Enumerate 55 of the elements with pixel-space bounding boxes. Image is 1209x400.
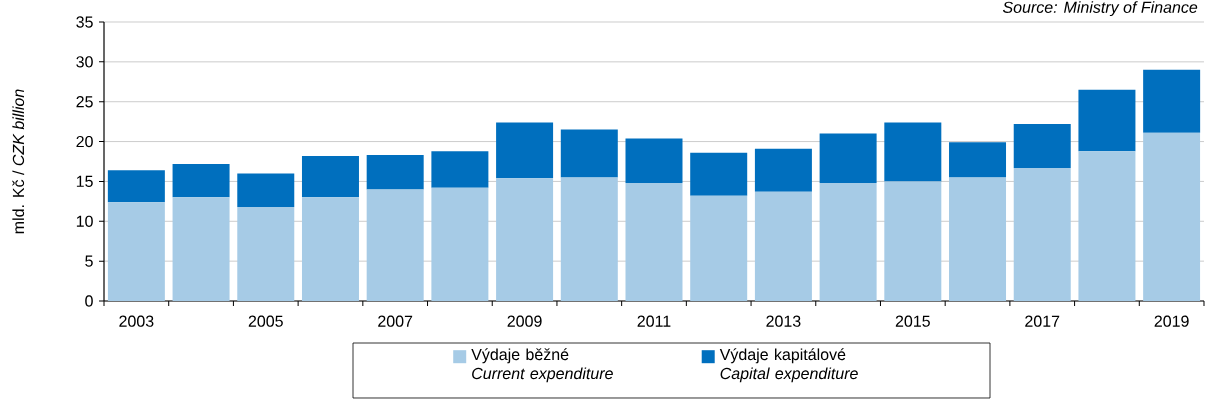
bar	[560, 129, 618, 178]
bar	[690, 152, 748, 196]
y-tick-label: 30	[76, 56, 93, 68]
x-tick-label: 2017	[1025, 315, 1060, 327]
bar	[819, 183, 877, 301]
y-tick-label: 0	[85, 295, 93, 307]
bar	[107, 202, 165, 301]
bar	[107, 170, 165, 203]
x-tick-label: 2015	[895, 315, 930, 327]
y-axis-title: mld. Kč / CZK billion	[12, 89, 25, 234]
bar	[172, 197, 230, 301]
bar	[1013, 167, 1071, 301]
bar	[754, 191, 812, 301]
x-tick-label: 2009	[507, 315, 542, 327]
x-tick-label: 2007	[378, 315, 413, 327]
x-tick-label: 2005	[248, 315, 283, 327]
bar	[1078, 151, 1136, 301]
bar	[625, 138, 683, 184]
bar	[496, 122, 554, 179]
bar	[625, 183, 683, 301]
bar	[431, 187, 489, 301]
source-note: Source: Ministry of Finance	[1002, 1, 1198, 17]
x-tick-label: 2013	[766, 315, 801, 327]
bar	[172, 163, 230, 198]
bar	[1078, 89, 1136, 152]
bar	[560, 177, 618, 301]
bar	[237, 173, 295, 207]
y-tick-label: 35	[76, 16, 93, 28]
x-tick-label: 2019	[1154, 315, 1189, 327]
bar	[819, 133, 877, 184]
bar	[949, 142, 1007, 178]
bar	[690, 195, 748, 301]
legend-label: Výdaje kapitálové Capital expenditure	[719, 348, 858, 383]
bar	[496, 178, 554, 301]
bar	[237, 206, 295, 301]
y-tick-label: 25	[76, 96, 93, 108]
bar	[949, 177, 1007, 301]
y-tick-label: 5	[85, 255, 93, 267]
x-tick-label: 2011	[637, 315, 671, 327]
bar	[884, 181, 942, 301]
bar	[301, 197, 359, 301]
legend-label: Výdaje běžné Current expenditure	[471, 348, 613, 383]
y-tick-label: 10	[76, 215, 93, 227]
x-tick-label: 2003	[119, 315, 154, 327]
bar	[1143, 132, 1201, 301]
y-tick-label: 20	[76, 135, 93, 148]
y-tick-label: 15	[76, 175, 93, 188]
bar	[1143, 69, 1201, 133]
bar	[431, 151, 489, 188]
bar	[301, 155, 359, 198]
bar	[754, 148, 812, 192]
bar	[366, 155, 424, 190]
bar	[366, 189, 424, 301]
bar	[1013, 124, 1071, 168]
bar	[884, 122, 942, 182]
